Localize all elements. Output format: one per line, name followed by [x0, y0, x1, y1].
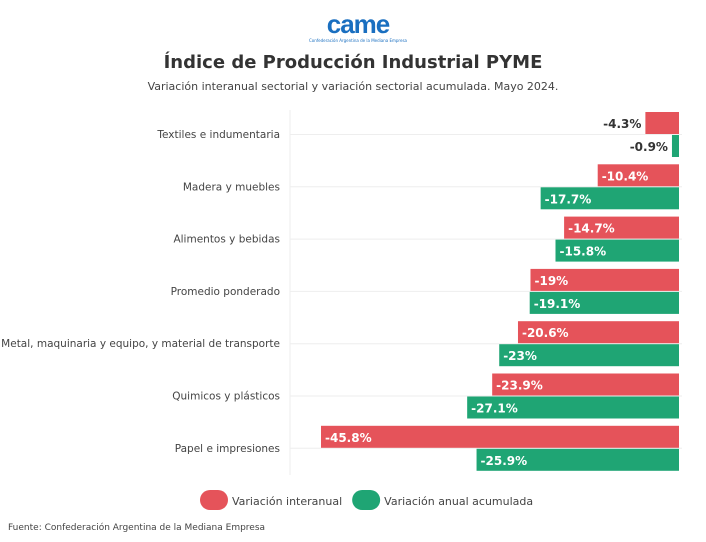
data-label: -23% [503, 349, 537, 363]
bar [529, 291, 679, 314]
data-label: -20.6% [522, 326, 569, 340]
logo-subtext: Confederación Argentina de la Mediana Em… [309, 38, 407, 43]
legend-swatch[interactable] [200, 490, 228, 510]
data-label: -25.9% [481, 454, 528, 468]
legend-label[interactable]: Variación interanual [232, 495, 342, 508]
data-label: -14.7% [568, 222, 615, 236]
legend-swatch[interactable] [352, 490, 381, 510]
data-label: -17.7% [545, 192, 592, 206]
source-note: Fuente: Confederación Argentina de la Me… [8, 523, 266, 533]
bar [467, 396, 679, 419]
bar [321, 425, 679, 448]
bar [645, 112, 679, 134]
category-label: Promedio ponderado [171, 286, 280, 298]
category-label: Textiles e indumentaria [156, 129, 280, 141]
bar [564, 216, 679, 239]
bar-chart: Textiles e indumentaria -4.3% -0.9% Madera … [1, 110, 682, 510]
category-label: Metal, maquinaria y equipo, y material d… [1, 338, 280, 350]
bar [530, 268, 679, 291]
bar [555, 239, 679, 262]
bar [540, 187, 679, 210]
bar [476, 448, 679, 471]
data-label: -27.1% [471, 402, 518, 416]
came-logo: came Confederación Argentina de la Media… [308, 10, 408, 43]
data-label: -19% [534, 274, 568, 288]
category-label: Papel e impresiones [175, 443, 280, 455]
data-label: -10.4% [602, 169, 649, 183]
data-label: -19.1% [534, 297, 581, 311]
data-label: -23.9% [496, 379, 543, 393]
bar [517, 321, 679, 344]
category-label: Alimentos y bebidas [173, 234, 280, 246]
data-label: -0.9% [630, 140, 668, 154]
bar [671, 135, 679, 157]
data-label: -45.8% [325, 431, 372, 445]
category-label: Quimicos y plásticos [172, 391, 280, 403]
logo-mark: came [326, 9, 391, 39]
bar [597, 164, 679, 187]
category-label: Madera y muebles [183, 181, 280, 193]
data-label: -4.3% [603, 117, 641, 131]
bar [492, 373, 679, 396]
data-label: -15.8% [559, 245, 606, 259]
chart-title: Índice de Producción Industrial PYME [163, 52, 543, 73]
chart-subtitle: Variación interanual sectorial y variaci… [147, 80, 559, 93]
legend-label[interactable]: Variación anual acumulada [384, 495, 533, 508]
bar [499, 344, 679, 367]
